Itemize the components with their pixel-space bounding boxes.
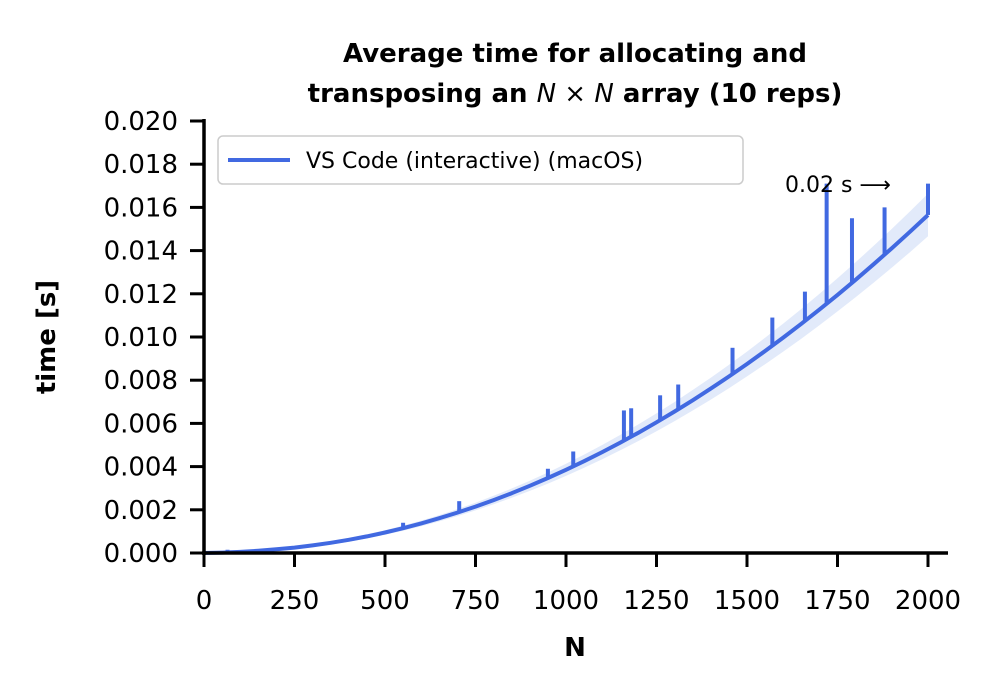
chart-title-line2-pre: transposing an xyxy=(308,79,537,109)
x-tick-label: 1750 xyxy=(804,586,870,616)
legend-box xyxy=(217,135,744,185)
x-tick-label: 2000 xyxy=(895,586,961,616)
y-tick-label: 0.008 xyxy=(104,366,178,396)
variability-band xyxy=(204,193,928,553)
y-tick-label: 0.018 xyxy=(104,150,178,180)
y-tick-label: 0.006 xyxy=(104,409,178,439)
series-line xyxy=(203,213,930,555)
legend-label: VS Code (interactive) (macOS) xyxy=(306,149,643,174)
y-axis-title: time [s] xyxy=(32,280,62,394)
x-tick-label: 250 xyxy=(270,586,320,616)
y-tick-label: 0.012 xyxy=(104,280,178,310)
y-tick-label: 0.002 xyxy=(104,496,178,526)
y-tick-label: 0.000 xyxy=(104,539,178,569)
x-tick-label: 1500 xyxy=(714,586,780,616)
x-tick-label: 750 xyxy=(451,586,501,616)
y-ticks: 0.000 0.002 0.004 0.006 0.008 0.010 0.012 0.014… xyxy=(104,107,204,569)
chart-title-line1: Average time for allocating and xyxy=(343,39,807,69)
chart-title-line2: transposing an N × N array (10 reps) xyxy=(308,79,843,109)
x-tick-label: 500 xyxy=(360,586,410,616)
x-ticks: 0 250 500 750 1000 1250 1500 1750 2000 xyxy=(196,553,961,616)
max-annotation: 0.02 s ⟶ xyxy=(785,173,891,198)
y-tick-label: 0.010 xyxy=(104,323,178,353)
series-spikes xyxy=(225,183,930,553)
x-tick-label: 0 xyxy=(196,586,213,616)
y-tick-label: 0.020 xyxy=(104,107,178,137)
chart-title-math: N × N xyxy=(537,79,614,109)
x-tick-label: 1250 xyxy=(623,586,689,616)
x-tick-label: 1000 xyxy=(533,586,599,616)
y-tick-label: 0.014 xyxy=(104,237,178,267)
legend: VS Code (interactive) (macOS) xyxy=(217,135,744,185)
y-tick-label: 0.016 xyxy=(104,193,178,223)
y-tick-label: 0.004 xyxy=(104,453,178,483)
chart-title-line2-post: array (10 reps) xyxy=(614,79,843,109)
x-axis-title: N xyxy=(564,633,586,663)
